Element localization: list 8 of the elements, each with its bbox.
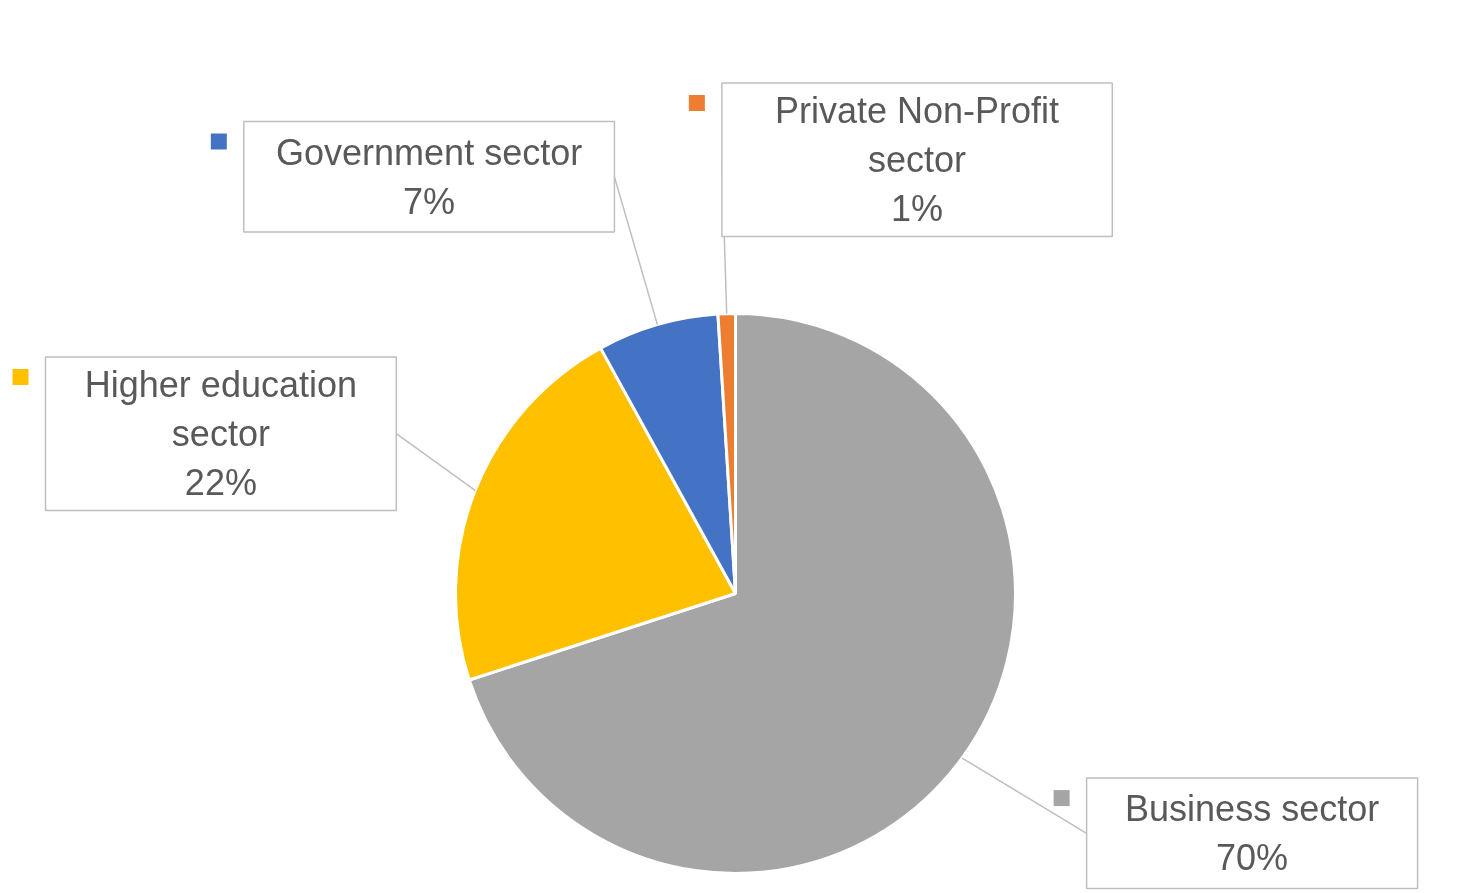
legend-label: Private Non-Profit sector [775, 90, 1060, 181]
data-label: 70% [1216, 837, 1289, 879]
data-label: 22% [184, 462, 257, 504]
legend-label: Government sector [276, 131, 583, 173]
data-label: 1% [891, 188, 944, 230]
legend-label: Higher education sector [84, 364, 357, 455]
legend-label: Business sector [1125, 788, 1380, 830]
data-label: 7% [403, 180, 456, 222]
